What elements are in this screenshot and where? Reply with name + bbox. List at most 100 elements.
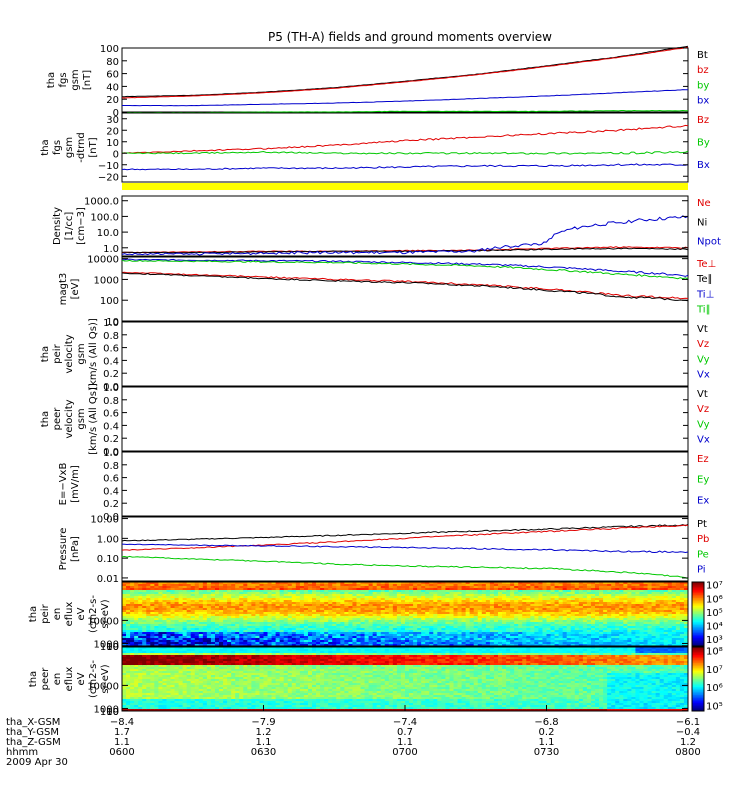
efield-legend-Ex: Ex [697,495,709,506]
peir_spec-cell [522,598,527,601]
peir_spec-cell [356,612,361,615]
peir_spec-cell [336,590,341,593]
peer_spec-cell [142,651,147,654]
peir_spec-cell [162,618,167,621]
peir_spec-cell [506,592,511,595]
peir_spec-cell [190,644,196,647]
peir_spec-cell [615,620,620,623]
peir_spec-cell [146,606,151,609]
peir_spec-cell [348,582,353,585]
peir_spec-cell [283,618,289,621]
peir_spec-cell [344,638,349,641]
peir_spec-cell [150,604,155,607]
peir_spec-cell [388,606,394,609]
peir_spec-cell [328,588,333,591]
peir_spec-cell [206,628,212,631]
peir_spec-cell [214,628,220,631]
peer_spec-cell [138,663,143,666]
peir_spec-cell [635,606,640,609]
peir_spec-cell [550,584,555,587]
peir_spec-cell [497,626,503,629]
peir_spec-cell [562,590,568,593]
peir_spec-cell [663,592,669,595]
peir_spec-cell [186,604,192,607]
peir_spec-cell [352,598,357,601]
peir_spec-cell [138,596,143,599]
peir_spec-cell [299,642,305,645]
peir_spec-cell [643,604,648,607]
peir_spec-cell [546,582,551,585]
peir_spec-cell [554,638,560,641]
peir_spec-cell [388,614,394,617]
peir_spec-cell [320,624,325,627]
peir_spec-cell [510,640,515,643]
peir_spec-cell [299,640,305,643]
peir_spec-cell [441,602,446,605]
peir_spec-cell [243,598,248,601]
peir_spec-cell [223,610,228,613]
peir_spec-cell [227,626,232,629]
peir_spec-cell [291,616,297,619]
peir_spec-cell [493,598,499,601]
peer_spec-cell [130,691,135,694]
peir_spec-cell [679,610,685,613]
peir_spec-cell [595,600,600,603]
peir_spec-cell [510,628,515,631]
peir_spec-cell [352,624,357,627]
peir_spec-cell [497,638,503,641]
peir_spec-cell [562,618,568,621]
peir_spec-cell [574,616,580,619]
peir_spec-cell [647,592,653,595]
peir_spec-cell [679,638,685,641]
peir_spec-cell [182,642,188,645]
peir_spec-cell [409,628,414,631]
peir_spec-cell [223,644,228,647]
peer_spec-cell [138,685,143,688]
peir_spec-cell [231,630,236,633]
peir_spec-cell [433,594,438,597]
peir_spec-cell [158,640,163,643]
peir_spec-cell [316,586,321,589]
peir_spec-cell [566,632,572,635]
peir_spec-cell [429,610,434,613]
peir_spec-cell [485,586,491,589]
peir_spec-cell [683,620,689,623]
peir_spec-cell [324,640,329,643]
peir_spec-cell [534,602,539,605]
peir_spec-cell [126,630,131,633]
peir_spec-cell [441,634,446,637]
peir_spec-cell [295,586,301,589]
peer_spec-cell [126,689,131,692]
peir_spec-cell [388,636,394,639]
peir_spec-cell [190,616,196,619]
peir_spec-cell [360,614,365,617]
peir_spec-cell [138,594,143,597]
peir_spec-cell [130,582,135,585]
peir_spec-cell [271,628,277,631]
peir_spec-cell [639,592,644,595]
peir_spec-cell [271,608,277,611]
peir_spec-cell [275,610,281,613]
peir_spec-cell [615,634,620,637]
peir_spec-cell [461,626,467,629]
peir_spec-cell [679,620,685,623]
peir_spec-cell [639,582,644,585]
peir_spec-cell [663,616,669,619]
peir_spec-cell [639,640,644,643]
peir_spec-cell [206,584,212,587]
peir_spec-cell [134,596,139,599]
peir_spec-cell [481,586,487,589]
peir_spec-cell [485,594,491,597]
peir_spec-cell [538,618,543,621]
peir_spec-cell [469,630,475,633]
peir_spec-cell [659,622,665,625]
peir_spec-cell [239,600,244,603]
peir_spec-cell [627,642,632,645]
peir_spec-cell [170,640,175,643]
peir_spec-cell [518,598,523,601]
peir_spec-cell [405,616,410,619]
peir_spec-cell [130,642,135,645]
peir_spec-cell [126,584,131,587]
peir_spec-cell [396,584,402,587]
peir_spec-cell [162,620,167,623]
